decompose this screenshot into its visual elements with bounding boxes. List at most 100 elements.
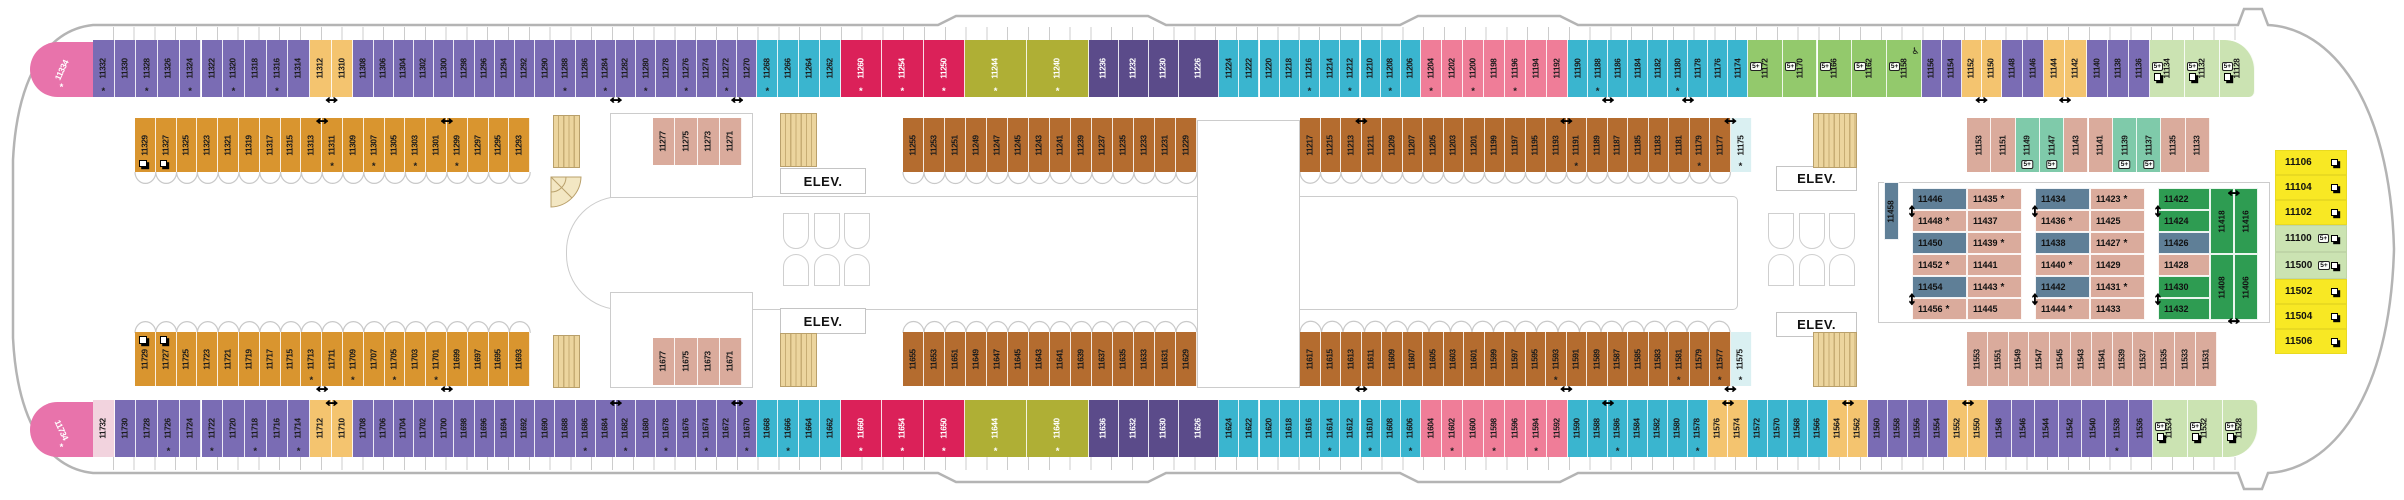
cabin-number: 11320: [229, 58, 239, 79]
cabin-number: 11666: [783, 418, 793, 439]
cabin-number: 11275: [681, 131, 691, 152]
cabin-number: 11575: [1736, 348, 1746, 370]
star-marker: *: [858, 86, 863, 97]
cabin-11222: 11222: [1239, 40, 1260, 97]
cabin-11198: 11198: [1484, 40, 1506, 97]
cabin-number: 11558: [1893, 418, 1903, 439]
cabin-11443: 11443 *: [1967, 276, 2022, 298]
cabin-number: 11315: [285, 134, 295, 156]
cabin-number: 11433: [2096, 304, 2121, 314]
cabin-number: 11245: [1013, 134, 1023, 156]
cabin-number: 11133: [2192, 135, 2202, 155]
star-marker: *: [2123, 193, 2128, 205]
cabin-11134: 11134 5+: [2149, 40, 2185, 97]
occupancy-badge: 5+: [1888, 61, 1901, 72]
cabin-number: 11700: [439, 418, 449, 439]
cabin-11620: 11620: [1259, 400, 1280, 457]
cabin-number: 11640: [1053, 418, 1063, 439]
stairs-icon: [1813, 113, 1857, 168]
star-marker: *: [583, 446, 588, 457]
star-marker: *: [309, 375, 314, 386]
cabin-number: 11172: [1760, 58, 1770, 79]
cabin-11428: 11428: [2158, 254, 2210, 276]
cabin-11645: 11645: [1008, 332, 1029, 386]
cabin-number: 11581: [1674, 348, 1684, 370]
cabin-11690: 11690: [535, 400, 556, 457]
star-marker: *: [1450, 446, 1454, 457]
cabin-11425: 11425: [2090, 210, 2145, 232]
cabin-number: 11292: [520, 58, 530, 79]
cabin-number: 11617: [1305, 348, 1315, 370]
cabin-11320: 11320 *: [223, 40, 245, 97]
cabin-number: 11686: [580, 418, 590, 439]
cabin-11635: 11635: [1113, 332, 1134, 386]
cabin-number: 11502: [2285, 286, 2313, 297]
cabin-number: 11232: [1129, 58, 1139, 79]
cabin-11154: 11154: [1941, 40, 1962, 97]
connecting-door-arrow: ↕: [1907, 200, 1917, 220]
cabin-11298: 11298: [454, 40, 475, 97]
spiral-stairs-icon: [550, 176, 582, 208]
cabin-number: 11435: [1973, 194, 1998, 204]
cabin-number: 11448: [1918, 216, 1943, 226]
cabin-11190: 11190: [1568, 40, 1589, 97]
cabin-number: 11715: [285, 348, 295, 370]
cabin-11301: 11301: [426, 118, 447, 172]
cabin-number: 11309: [348, 134, 358, 156]
star-marker: *: [664, 446, 668, 457]
cabin-number: 11692: [520, 418, 530, 439]
cabin-number: 11189: [1592, 135, 1602, 155]
cabin-number: 11179: [1694, 135, 1704, 155]
cabin-11654: 11654 *: [882, 400, 924, 457]
cabin-11695: 11695: [488, 332, 510, 386]
cabin-11551: 11551: [1987, 332, 2009, 386]
cabin-11322: 11322: [201, 40, 224, 97]
cabin-11445: 11445: [1967, 298, 2022, 320]
cabin-number: 11194: [1531, 58, 1541, 79]
star-marker: *: [1945, 259, 1950, 271]
cabin-number: 11158: [1899, 58, 1909, 79]
star-marker: *: [2068, 303, 2073, 315]
cabin-number: 11599: [1489, 348, 1499, 370]
cabin-11574: 11574: [1728, 400, 1749, 457]
cabin-11556: 11556: [1908, 400, 1929, 457]
cabin-number: 11719: [244, 348, 254, 370]
cabin-11640: 11640 *: [1027, 400, 1090, 457]
cabin-11290: 11290: [535, 40, 556, 97]
star-marker: *: [941, 446, 946, 457]
star-marker: *: [1945, 303, 1950, 315]
cabin-11586: 11586 *: [1608, 400, 1629, 457]
cabin-number: 11678: [661, 418, 671, 439]
cabin-11618: 11618: [1279, 400, 1300, 457]
occupancy-badge: 5+: [2143, 159, 2155, 169]
cabin-11592: 11592: [1547, 400, 1569, 457]
cabin-11264: 11264: [799, 40, 820, 97]
star-marker: *: [993, 86, 998, 97]
seating: [844, 254, 870, 286]
cabin-11433: 11433: [2090, 298, 2145, 320]
stairs-icon: [553, 115, 580, 168]
cabin-11236: 11236: [1089, 40, 1120, 97]
star-marker: *: [59, 442, 64, 453]
cabin-number: 11577: [1715, 348, 1725, 370]
cabin-number: 11202: [1447, 58, 1457, 79]
cabin-number: 11192: [1552, 58, 1562, 79]
cabin-number: 11206: [1405, 58, 1415, 79]
cabin-11408: 11408: [2210, 254, 2234, 320]
cabin-11162: 11162 5+: [1852, 40, 1887, 97]
cabin-number: 11102: [2285, 207, 2312, 218]
cabin-number: 11301: [431, 134, 441, 156]
cabin-11554: 11554: [1928, 400, 1949, 457]
cabin-number: 11104: [2285, 182, 2312, 193]
cabin-number: 11262: [825, 58, 835, 79]
cabin-11566: 11566: [1808, 400, 1829, 457]
cabin-11423: 11423 *: [2090, 188, 2145, 210]
cabin-11304: 11304: [393, 40, 414, 97]
star-marker: *: [1553, 375, 1558, 386]
cabin-number: 11239: [1076, 134, 1086, 156]
door-icon: [2330, 287, 2338, 295]
cabin-number: 11437: [1973, 216, 1998, 226]
cabin-11641: 11641: [1050, 332, 1071, 386]
cabin-11616: 11616: [1299, 400, 1321, 457]
seating: [1799, 254, 1825, 286]
